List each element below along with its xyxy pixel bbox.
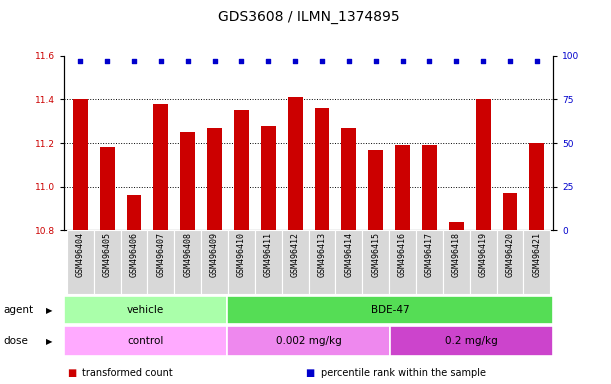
Bar — [126, 195, 141, 230]
Text: agent: agent — [3, 305, 33, 315]
Text: GSM496414: GSM496414 — [345, 232, 353, 277]
Bar — [100, 147, 114, 230]
Point — [478, 58, 488, 64]
Bar — [201, 230, 228, 294]
Text: GSM496418: GSM496418 — [452, 232, 461, 277]
Text: GSM496404: GSM496404 — [76, 232, 85, 277]
Text: GSM496413: GSM496413 — [318, 232, 326, 277]
Point — [452, 58, 461, 64]
Bar — [497, 230, 524, 294]
Bar — [389, 230, 416, 294]
Text: GSM496406: GSM496406 — [130, 232, 139, 277]
Bar — [153, 104, 168, 230]
Text: GSM496409: GSM496409 — [210, 232, 219, 277]
Text: GSM496417: GSM496417 — [425, 232, 434, 277]
Bar — [395, 145, 410, 230]
Bar — [282, 230, 309, 294]
Text: GDS3608 / ILMN_1374895: GDS3608 / ILMN_1374895 — [218, 10, 400, 23]
Point — [236, 58, 246, 64]
Point — [371, 58, 381, 64]
Text: GSM496419: GSM496419 — [478, 232, 488, 277]
Bar — [207, 128, 222, 230]
Bar — [530, 143, 544, 230]
Text: GSM496416: GSM496416 — [398, 232, 407, 277]
Bar — [147, 230, 174, 294]
Point — [398, 58, 408, 64]
Point — [290, 58, 300, 64]
Bar — [234, 110, 249, 230]
Bar — [416, 230, 443, 294]
Bar — [73, 99, 87, 230]
Bar — [255, 230, 282, 294]
Bar — [227, 296, 553, 324]
Point — [532, 58, 542, 64]
Bar — [227, 326, 390, 356]
Bar — [335, 230, 362, 294]
Bar — [449, 222, 464, 230]
Bar — [120, 230, 147, 294]
Bar — [422, 145, 437, 230]
Bar — [476, 99, 491, 230]
Point — [156, 58, 166, 64]
Text: percentile rank within the sample: percentile rank within the sample — [321, 368, 486, 378]
Text: GSM496412: GSM496412 — [291, 232, 299, 277]
Point — [75, 58, 85, 64]
Bar — [470, 230, 497, 294]
Text: GSM496407: GSM496407 — [156, 232, 166, 277]
Bar — [64, 296, 227, 324]
Text: transformed count: transformed count — [82, 368, 174, 378]
Bar — [390, 326, 553, 356]
Point — [102, 58, 112, 64]
Text: control: control — [128, 336, 164, 346]
Point — [344, 58, 354, 64]
Bar — [67, 230, 93, 294]
Point — [129, 58, 139, 64]
Text: 0.002 mg/kg: 0.002 mg/kg — [276, 336, 342, 346]
Point — [317, 58, 327, 64]
Bar — [93, 230, 120, 294]
Text: BDE-47: BDE-47 — [371, 305, 409, 315]
Bar — [315, 108, 329, 230]
Bar — [503, 193, 518, 230]
Bar — [524, 230, 551, 294]
Bar — [362, 230, 389, 294]
Text: GSM496410: GSM496410 — [237, 232, 246, 277]
Text: vehicle: vehicle — [127, 305, 164, 315]
Point — [505, 58, 515, 64]
Point — [425, 58, 434, 64]
Bar — [180, 132, 195, 230]
Text: ▶: ▶ — [46, 337, 52, 346]
Text: GSM496408: GSM496408 — [183, 232, 192, 277]
Text: ■: ■ — [306, 368, 315, 378]
Point — [210, 58, 219, 64]
Text: GSM496405: GSM496405 — [103, 232, 112, 277]
Bar — [261, 126, 276, 230]
Bar — [64, 326, 227, 356]
Text: GSM496411: GSM496411 — [264, 232, 273, 277]
Bar — [368, 150, 383, 230]
Bar — [309, 230, 335, 294]
Text: ■: ■ — [67, 368, 76, 378]
Text: ▶: ▶ — [46, 306, 52, 314]
Point — [183, 58, 192, 64]
Point — [263, 58, 273, 64]
Text: GSM496421: GSM496421 — [532, 232, 541, 277]
Text: dose: dose — [3, 336, 28, 346]
Bar — [228, 230, 255, 294]
Bar — [342, 128, 356, 230]
Bar — [288, 97, 302, 230]
Bar — [174, 230, 201, 294]
Text: 0.2 mg/kg: 0.2 mg/kg — [445, 336, 498, 346]
Text: GSM496420: GSM496420 — [505, 232, 514, 277]
Bar — [443, 230, 470, 294]
Text: GSM496415: GSM496415 — [371, 232, 380, 277]
